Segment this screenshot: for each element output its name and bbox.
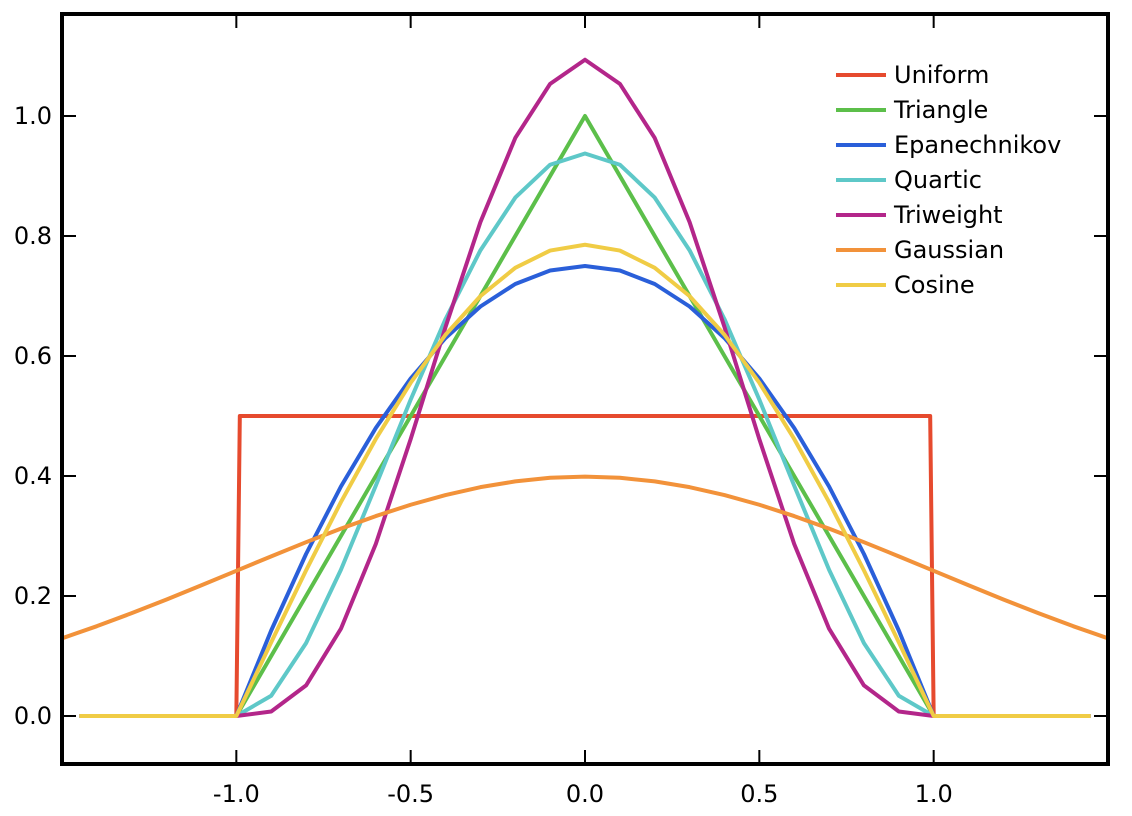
x-tick-label: -0.5 <box>387 780 434 808</box>
x-tick-label: -1.0 <box>213 780 260 808</box>
series-line-quartic <box>79 151 1091 718</box>
series-line-triweight <box>79 57 1091 718</box>
y-tick-label: 0.8 <box>14 222 52 250</box>
legend-label-triangle: Triangle <box>893 96 988 124</box>
x-tick-label: 1.0 <box>915 780 953 808</box>
plot-frame <box>60 12 1110 766</box>
legend-label-cosine: Cosine <box>894 271 975 299</box>
y-tick-label: 0.0 <box>14 702 52 730</box>
y-tick-label: 1.0 <box>14 102 52 130</box>
legend: Uniform Triangle Epanechnikov Quartic Triwei… <box>836 61 1061 299</box>
y-tick-label: 0.2 <box>14 582 52 610</box>
series-line-gaussian <box>62 474 1108 641</box>
axes-layer: -1.0 -0.5 0.0 0.5 1.0 0.0 0.2 0.4 0.6 0.8 1.0 <box>14 12 1110 808</box>
series-layer <box>62 57 1108 718</box>
series-line-cosine <box>79 242 1091 718</box>
series-line-epanechnikov <box>79 264 1091 718</box>
x-tick-label: 0.0 <box>566 780 604 808</box>
y-tick-label: 0.6 <box>14 342 52 370</box>
y-tick-label: 0.4 <box>14 462 52 490</box>
legend-label-epanechnikov: Epanechnikov <box>894 131 1061 159</box>
legend-label-quartic: Quartic <box>894 166 982 194</box>
series-line-uniform <box>79 414 1091 718</box>
legend-label-triweight: Triweight <box>893 201 1003 229</box>
legend-label-gaussian: Gaussian <box>894 236 1004 264</box>
legend-label-uniform: Uniform <box>894 61 989 89</box>
x-tick-label: 0.5 <box>740 780 778 808</box>
